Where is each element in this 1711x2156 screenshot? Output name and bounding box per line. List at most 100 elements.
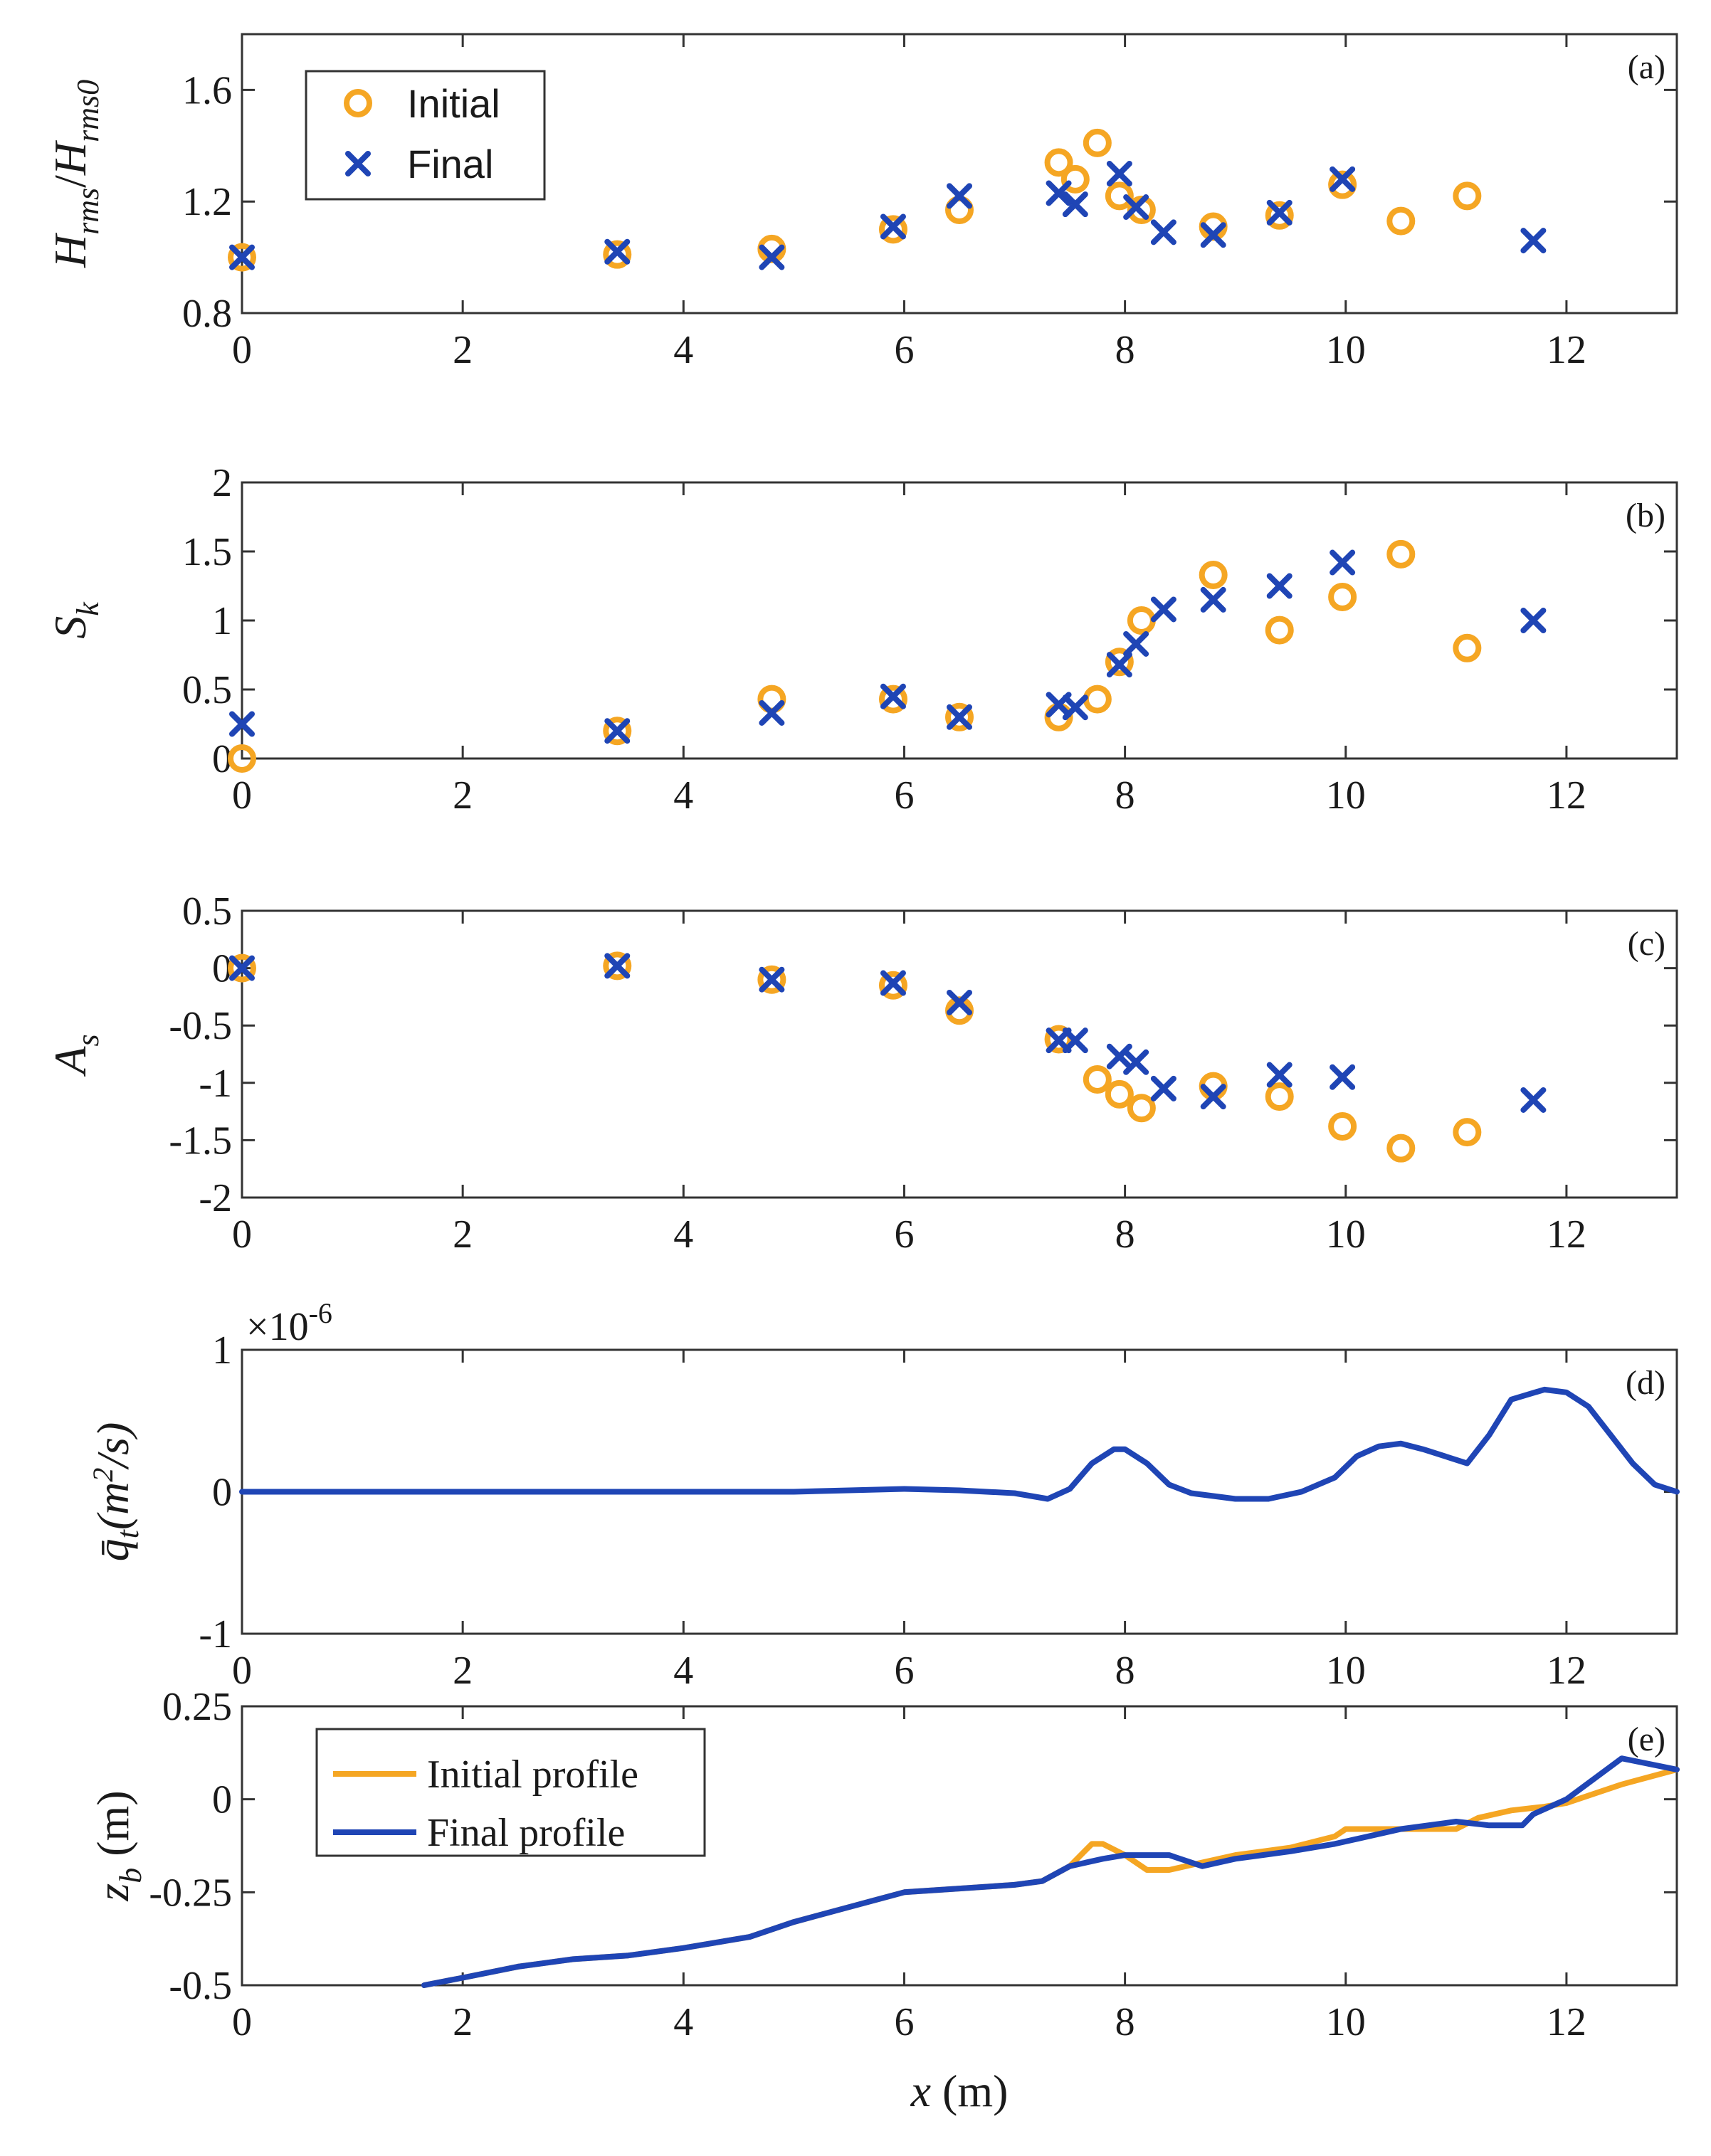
y-axis-label: As (45, 1034, 105, 1077)
data-point (1265, 1082, 1294, 1111)
y-label-sub: rms (70, 188, 105, 235)
x-stroke-2 (880, 683, 906, 709)
y-tick-label: -1.5 (169, 1119, 232, 1163)
y-tick-label: 0.25 (162, 1685, 232, 1729)
y-label-unit: /s) (88, 1422, 138, 1470)
x-stroke-2 (880, 213, 906, 240)
legend-label: Initial profile (427, 1753, 638, 1797)
x-tick-label: 2 (453, 1212, 473, 1257)
data-point (1520, 608, 1547, 633)
x-tick-label: 10 (1326, 773, 1366, 818)
multiplier-base: ×10 (246, 1305, 309, 1349)
x-stroke-2 (1520, 608, 1547, 633)
x-tick-label: 2 (453, 773, 473, 818)
data-point (878, 685, 907, 714)
x-stroke-2 (1200, 222, 1226, 248)
data-point (947, 989, 972, 1015)
data-point (1062, 1027, 1088, 1054)
data-point (1266, 573, 1293, 599)
x-stroke-2 (759, 244, 785, 270)
x-axis-label: x (m) (910, 2066, 1009, 2116)
data-point (229, 711, 255, 737)
y-axis-label: Hrms/Hrms0 (45, 80, 105, 268)
data-point (1123, 630, 1149, 657)
x-tick-label: 8 (1115, 773, 1135, 818)
data-point (945, 702, 974, 731)
x-tick-label: 10 (1326, 1212, 1366, 1257)
data-point (878, 971, 907, 1000)
y-tick-label: 0.5 (182, 668, 232, 712)
data-point (878, 215, 907, 244)
data-point (1328, 1112, 1357, 1141)
data-point (1330, 1064, 1356, 1090)
data-point (1127, 1094, 1156, 1123)
legend-label: Final (407, 142, 493, 186)
data-point (603, 951, 632, 981)
x-stroke-2 (229, 711, 255, 737)
panel-a: 0 2 4 6 8 10 120.81.21.6(a)Hrms/Hrms0 InitialFi… (45, 33, 1678, 372)
data-point (880, 213, 906, 240)
x-tick-label: 6 (894, 328, 914, 372)
x-stroke-2 (1062, 191, 1088, 218)
legend: Initial profile Final profile (315, 1728, 706, 1857)
y-axis-label: q̄t(m2/s) (87, 1422, 145, 1562)
y-label-sub: k (70, 601, 105, 616)
data-point (1106, 652, 1132, 678)
data-point (1083, 685, 1112, 714)
y-label-q: q̄ (88, 1538, 138, 1561)
y-label-z: z (88, 1883, 138, 1902)
data-point (604, 718, 631, 744)
x-stroke-2 (1150, 219, 1176, 245)
x-tick-label: 0 (232, 2000, 252, 2044)
axes-frame (241, 1705, 1678, 1987)
y-label-H: H (45, 232, 95, 268)
series-initial (228, 951, 1482, 1163)
data-point (1266, 1062, 1293, 1088)
x-tick-label: 12 (1547, 2000, 1586, 2044)
data-point (1127, 606, 1156, 635)
y-multiplier: ×10-6 (246, 1297, 332, 1349)
y-tick-label: 2 (212, 461, 232, 505)
x-stroke-2 (880, 970, 906, 996)
data-point (1386, 206, 1416, 236)
y-label-main: A (45, 1046, 95, 1077)
y-tick-label: -0.5 (169, 1964, 232, 2008)
x-label-unit: (m) (931, 2066, 1008, 2116)
x-tick-label: 4 (673, 1212, 693, 1257)
data-point (603, 717, 632, 746)
x-tick-label: 12 (1547, 328, 1586, 372)
panel-label: (c) (1628, 925, 1665, 963)
data-point (1328, 170, 1357, 199)
x-tick-label: 6 (894, 1212, 914, 1257)
data-point (880, 970, 906, 996)
multiplier-exp: -6 (309, 1297, 332, 1329)
x-stroke-2 (1266, 199, 1293, 226)
x-tick-label: 2 (453, 2000, 473, 2044)
x-tick-label: 12 (1547, 1649, 1586, 1693)
data-point (759, 699, 785, 726)
y-label-H: H (45, 139, 95, 176)
data-point (1200, 222, 1226, 248)
x-stroke-2 (1106, 161, 1132, 186)
y-tick-label: 0.5 (182, 889, 232, 934)
x-stroke-2 (604, 238, 631, 265)
data-point (1083, 128, 1112, 157)
x-stroke-2 (345, 151, 371, 176)
data-point (1453, 181, 1482, 211)
x-tick-label: 8 (1115, 1212, 1135, 1257)
panel-label: (b) (1626, 497, 1665, 534)
legend-label: Final profile (427, 1811, 625, 1855)
data-point (1044, 148, 1073, 177)
x-tick-label: 12 (1547, 1212, 1586, 1257)
data-point (1520, 228, 1547, 254)
x-stroke-2 (947, 704, 972, 730)
y-tick-label: 0 (212, 1778, 232, 1822)
data-point (1150, 219, 1176, 245)
legend-box (305, 70, 546, 201)
data-point (1150, 596, 1176, 623)
data-point (1105, 1079, 1134, 1109)
data-point (1266, 199, 1293, 226)
x-tick-label: 4 (673, 2000, 693, 2044)
